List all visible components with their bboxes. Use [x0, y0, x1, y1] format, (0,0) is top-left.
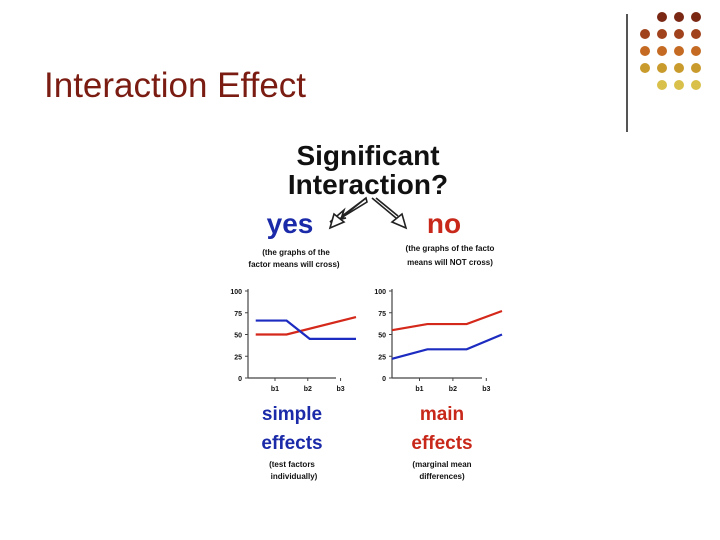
- chart-yes: 100 75 50 25 0 b1 b2 b3: [230, 289, 357, 393]
- x-tick-label: b2: [449, 386, 457, 393]
- yes-note-line-2: factor means will cross): [248, 260, 339, 269]
- decorative-dot: [674, 80, 684, 90]
- arrow-yes-icon: [328, 196, 368, 230]
- decorative-dot: [657, 46, 667, 56]
- y-tick-label: 75: [234, 311, 242, 318]
- decorative-dot-grid: [640, 12, 720, 116]
- decorative-dot: [674, 46, 684, 56]
- no-note-line-2: means will NOT cross): [407, 258, 493, 267]
- effects-label-no: effects: [411, 433, 472, 454]
- yes-bottom-note-line-1: (test factors: [269, 460, 315, 469]
- series-line: [391, 309, 503, 332]
- decorative-dot: [640, 29, 650, 39]
- simple-label: simple: [262, 404, 322, 425]
- diagram-svg: Significant Interaction? yes no (the gra…: [230, 140, 503, 481]
- effects-label-yes: effects: [261, 433, 322, 454]
- y-tick-label: 50: [234, 333, 242, 340]
- y-tick-label: 25: [378, 354, 386, 361]
- interaction-diagram: Significant Interaction? yes no (the gra…: [226, 138, 503, 488]
- y-tick-label: 0: [238, 376, 242, 383]
- no-label: no: [427, 208, 461, 239]
- heading-line-2: Interaction?: [288, 169, 448, 200]
- x-tick-label: b1: [415, 386, 423, 393]
- decorative-dot: [691, 29, 701, 39]
- decorative-dot: [657, 29, 667, 39]
- no-bottom-note-line-1: (marginal mean: [412, 460, 471, 469]
- decorative-dot: [674, 12, 684, 22]
- decorative-dot: [657, 12, 667, 22]
- yes-note-line-1: (the graphs of the: [262, 248, 330, 257]
- yes-label: yes: [267, 208, 314, 239]
- y-tick-label: 100: [230, 289, 242, 296]
- chart-no: 100 75 50 25 0 b1 b2 b3: [374, 289, 503, 393]
- y-tick-label: 25: [234, 354, 242, 361]
- decorative-dot: [691, 63, 701, 73]
- slide-title: Interaction Effect: [44, 66, 307, 105]
- y-tick-label: 100: [374, 289, 386, 296]
- x-tick-label: b3: [482, 386, 490, 393]
- x-tick-label: b1: [271, 386, 279, 393]
- decorative-dot: [657, 80, 667, 90]
- y-tick-label: 0: [382, 376, 386, 383]
- yes-bottom-note-line-2: individually): [271, 472, 318, 481]
- series-line: [391, 333, 503, 360]
- no-note-line-1: (the graphs of the facto: [406, 244, 495, 253]
- decorative-dot: [674, 29, 684, 39]
- y-tick-label: 50: [378, 333, 386, 340]
- decorative-dot: [640, 46, 650, 56]
- no-bottom-note-line-2: differences): [419, 472, 465, 481]
- main-label: main: [420, 404, 464, 425]
- decorative-dot: [691, 80, 701, 90]
- title-divider: [626, 14, 628, 132]
- decorative-dot: [691, 46, 701, 56]
- decorative-dot: [691, 12, 701, 22]
- decorative-dot: [640, 63, 650, 73]
- decorative-dot: [674, 63, 684, 73]
- y-tick-label: 75: [378, 311, 386, 318]
- series-line: [255, 319, 356, 340]
- arrow-no-icon: [371, 197, 408, 230]
- x-tick-label: b2: [304, 386, 312, 393]
- decorative-dot: [657, 63, 667, 73]
- heading-line-1: Significant: [296, 140, 439, 171]
- x-tick-label: b3: [336, 386, 344, 393]
